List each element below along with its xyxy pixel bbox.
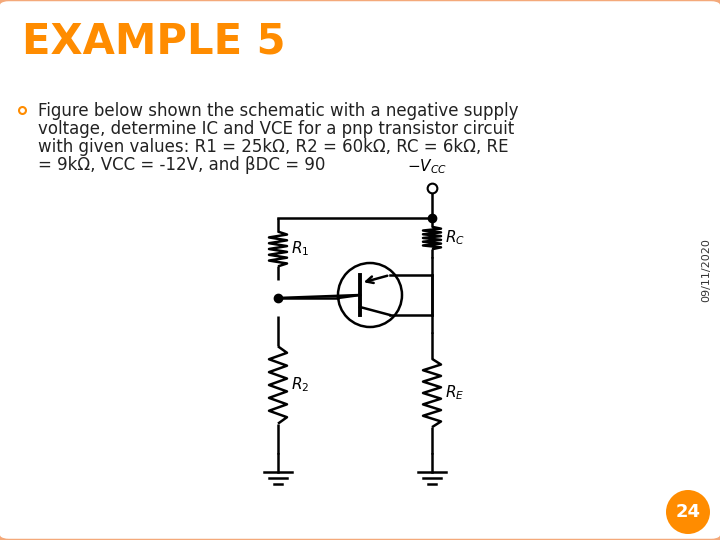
Text: $R_C$: $R_C$	[445, 228, 465, 247]
Text: with given values: R1 = 25kΩ, R2 = 60kΩ, RC = 6kΩ, RE: with given values: R1 = 25kΩ, R2 = 60kΩ,…	[38, 138, 508, 156]
Text: voltage, determine IC and VCE for a pnp transistor circuit: voltage, determine IC and VCE for a pnp …	[38, 120, 514, 138]
Text: $-V_{CC}$: $-V_{CC}$	[407, 157, 447, 176]
Text: $R_2$: $R_2$	[291, 376, 310, 394]
Circle shape	[666, 490, 710, 534]
Text: 09/11/2020: 09/11/2020	[701, 238, 711, 302]
Text: 24: 24	[675, 503, 701, 521]
Text: $R_E$: $R_E$	[445, 383, 464, 402]
Text: EXAMPLE 5: EXAMPLE 5	[22, 20, 286, 62]
Text: = 9kΩ, VCC = -12V, and βDC = 90: = 9kΩ, VCC = -12V, and βDC = 90	[38, 156, 325, 174]
Text: Figure below shown the schematic with a negative supply: Figure below shown the schematic with a …	[38, 102, 518, 120]
Text: $R_1$: $R_1$	[291, 240, 310, 258]
